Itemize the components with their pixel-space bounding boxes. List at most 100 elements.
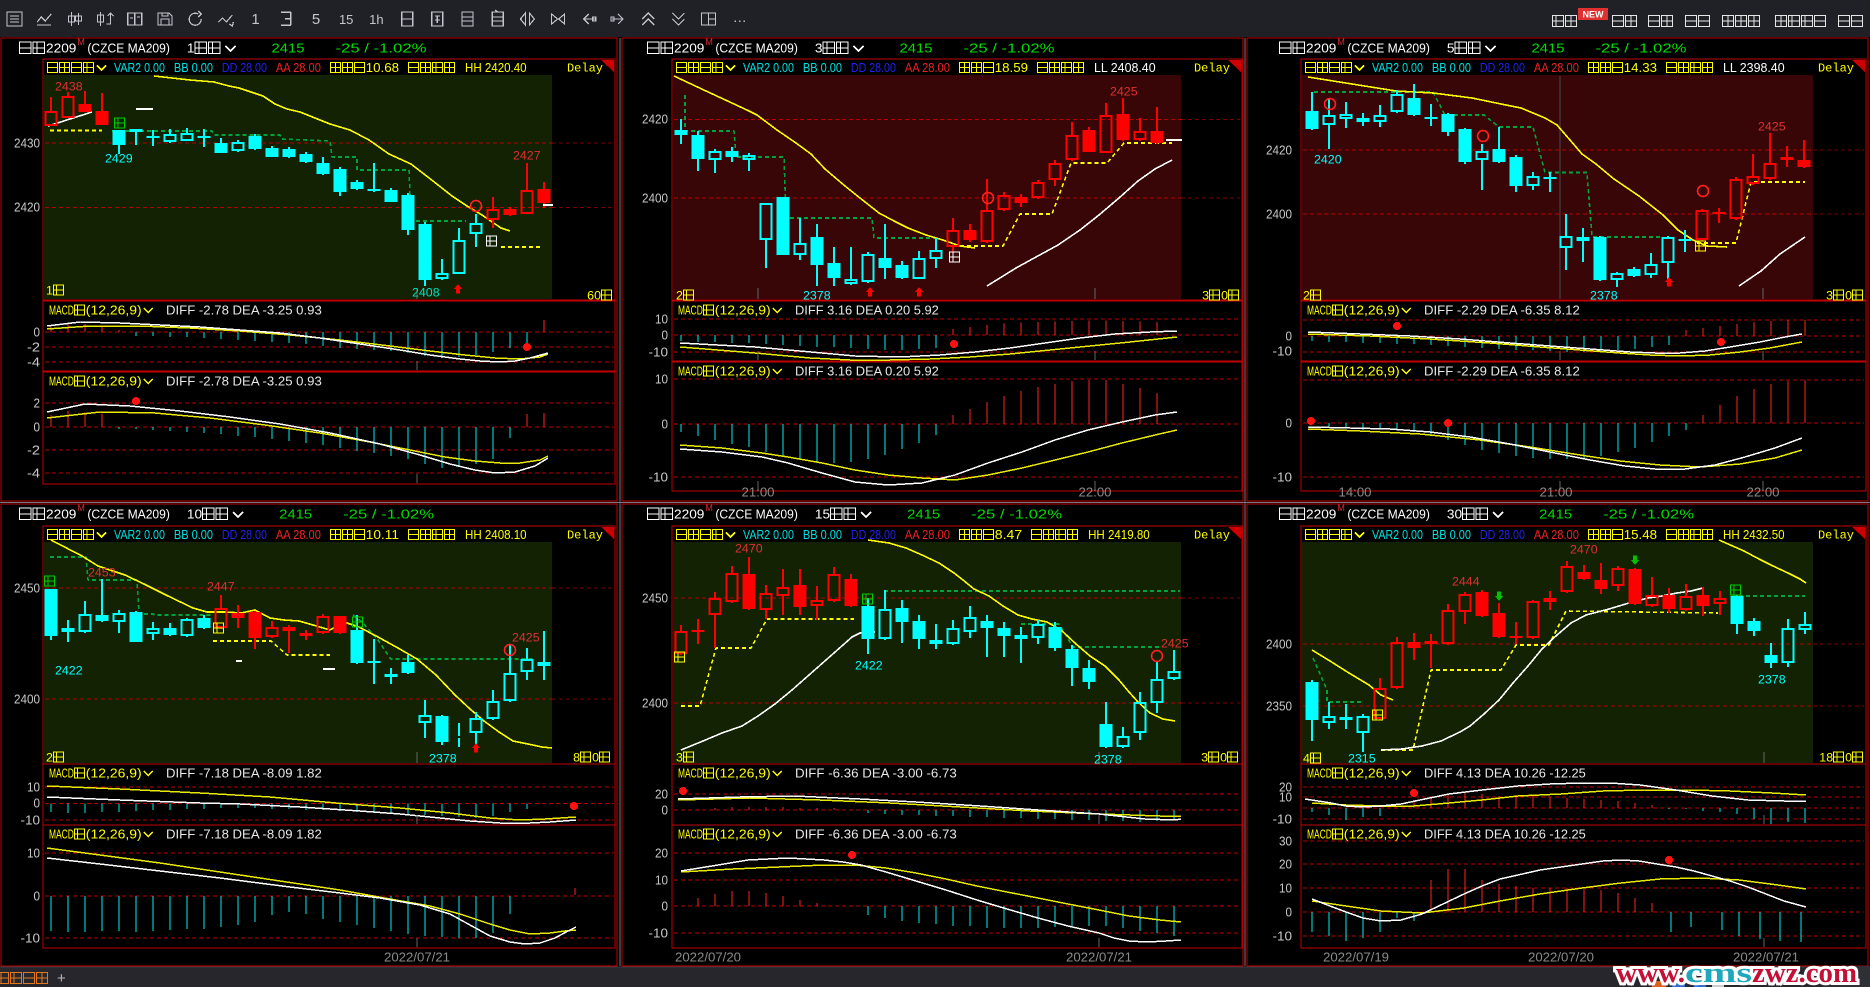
svg-text:2420: 2420 (14, 200, 40, 215)
svg-text:DIFF -7.18 DEA -8.09 1.82: DIFF -7.18 DEA -8.09 1.82 (166, 766, 322, 781)
svg-text:VAR2 0.00: VAR2 0.00 (1372, 527, 1423, 542)
svg-text:2209: 2209 (46, 41, 76, 56)
svg-text:(CZCE MA209): (CZCE MA209) (87, 507, 169, 522)
svg-text:4: 4 (1303, 751, 1310, 765)
svg-text:-25 / -1.02%: -25 / -1.02% (971, 507, 1063, 522)
svg-text:5: 5 (1447, 41, 1455, 56)
svg-text:1: 1 (187, 41, 195, 56)
svg-text:2: 2 (676, 288, 683, 302)
svg-text:0: 0 (662, 803, 669, 818)
svg-text:-25 / -1.02%: -25 / -1.02% (336, 41, 428, 56)
svg-text:VAR2 0.00: VAR2 0.00 (743, 527, 794, 542)
svg-text:HH 2420.40: HH 2420.40 (465, 60, 527, 75)
svg-text:(12,26,9): (12,26,9) (86, 827, 142, 842)
svg-text:10: 10 (1279, 790, 1292, 805)
svg-text:-25 / -1.02%: -25 / -1.02% (1596, 41, 1688, 56)
svg-text:2450: 2450 (642, 591, 668, 606)
svg-text:(12,26,9): (12,26,9) (86, 303, 142, 318)
svg-text:2450: 2450 (14, 581, 40, 596)
svg-text:BB 0.00: BB 0.00 (174, 527, 213, 542)
svg-text:5: 5 (312, 11, 320, 28)
svg-text:8.47: 8.47 (995, 527, 1022, 542)
svg-text:Delay: Delay (567, 529, 603, 543)
svg-text:-10: -10 (1273, 812, 1293, 827)
svg-text:+: + (57, 970, 66, 987)
svg-text:LL 2408.40: LL 2408.40 (1094, 60, 1156, 75)
svg-text:MACD: MACD (1307, 303, 1332, 318)
svg-text:DIFF 4.13 DEA 10.26 -12.25: DIFF 4.13 DEA 10.26 -12.25 (1424, 766, 1586, 781)
svg-text:2315: 2315 (1348, 751, 1376, 765)
svg-text:14.33: 14.33 (1624, 60, 1657, 75)
svg-text:2209: 2209 (674, 41, 704, 56)
svg-text:AA 28.00: AA 28.00 (905, 60, 950, 75)
svg-text:MACD: MACD (49, 827, 74, 842)
svg-text:-10: -10 (1273, 470, 1293, 485)
svg-text:(CZCE MA209): (CZCE MA209) (1347, 507, 1430, 522)
svg-text:(12,26,9): (12,26,9) (1344, 827, 1400, 842)
svg-text:2400: 2400 (1266, 207, 1292, 222)
svg-text:DIFF -2.78 DEA -3.25 0.93: DIFF -2.78 DEA -3.25 0.93 (166, 303, 322, 318)
svg-text:20: 20 (1279, 780, 1292, 795)
svg-text:2415: 2415 (279, 507, 312, 522)
svg-text:HH 2419.80: HH 2419.80 (1088, 527, 1150, 542)
svg-text:3: 3 (815, 41, 823, 56)
svg-text:…: … (733, 9, 747, 25)
svg-text:10: 10 (27, 846, 40, 861)
svg-text:2422: 2422 (855, 658, 883, 672)
svg-text:2447: 2447 (207, 579, 235, 593)
svg-text:2415: 2415 (1539, 507, 1572, 522)
svg-text:0: 0 (592, 750, 599, 764)
svg-text:-4: -4 (27, 466, 40, 481)
svg-text:BB 0.00: BB 0.00 (803, 60, 842, 75)
svg-text:DD 28.00: DD 28.00 (851, 527, 896, 542)
svg-text:2022/07/19: 2022/07/19 (1323, 950, 1389, 965)
svg-text:3: 3 (1202, 288, 1209, 302)
svg-text:VAR2 0.00: VAR2 0.00 (743, 60, 794, 75)
svg-text:2209: 2209 (674, 507, 704, 522)
svg-text:-10: -10 (649, 345, 669, 360)
svg-text:2425: 2425 (1161, 636, 1189, 650)
svg-text:BB 0.00: BB 0.00 (174, 60, 213, 75)
svg-text:2420: 2420 (1266, 143, 1292, 158)
svg-text:AA 28.00: AA 28.00 (1534, 527, 1579, 542)
svg-text:M: M (705, 37, 713, 47)
svg-text:Delay: Delay (567, 62, 603, 76)
svg-text:2: 2 (46, 750, 53, 764)
svg-text:0: 0 (1286, 905, 1293, 920)
svg-text:-10: -10 (649, 470, 669, 485)
svg-text:10: 10 (27, 780, 40, 795)
svg-text:2209: 2209 (1306, 507, 1336, 522)
svg-text:-25 / -1.02%: -25 / -1.02% (343, 507, 435, 522)
svg-text:M: M (1337, 503, 1345, 513)
svg-text:DIFF 3.16 DEA 0.20 5.92: DIFF 3.16 DEA 0.20 5.92 (795, 364, 939, 379)
svg-text:2: 2 (34, 396, 41, 411)
svg-text:2022/07/21: 2022/07/21 (1066, 950, 1132, 965)
svg-text:BB 0.00: BB 0.00 (803, 527, 842, 542)
svg-text:0: 0 (34, 796, 41, 811)
svg-text:DIFF -7.18 DEA -8.09 1.82: DIFF -7.18 DEA -8.09 1.82 (166, 827, 322, 842)
svg-text:Delay: Delay (1818, 529, 1854, 543)
svg-text:2470: 2470 (1570, 542, 1598, 556)
svg-text:15.48: 15.48 (1624, 527, 1657, 542)
svg-text:3: 3 (676, 750, 683, 764)
svg-text:2415: 2415 (900, 41, 933, 56)
svg-text:15: 15 (815, 507, 830, 522)
svg-text:2453: 2453 (88, 565, 116, 579)
svg-text:2378: 2378 (803, 288, 831, 302)
svg-text:2470: 2470 (735, 541, 763, 555)
svg-text:-10: -10 (21, 931, 41, 946)
svg-text:2022/07/20: 2022/07/20 (675, 950, 741, 965)
svg-text:AA 28.00: AA 28.00 (1534, 60, 1579, 75)
svg-text:10: 10 (1279, 881, 1292, 896)
svg-text:2400: 2400 (14, 692, 40, 707)
svg-text:1h: 1h (369, 12, 383, 27)
svg-text:2408: 2408 (412, 285, 440, 299)
svg-text:-25 / -1.02%: -25 / -1.02% (964, 41, 1056, 56)
svg-text:2425: 2425 (1110, 84, 1138, 98)
svg-text:MACD: MACD (678, 364, 703, 379)
svg-text:-2: -2 (27, 443, 40, 458)
svg-text:2378: 2378 (1590, 288, 1618, 302)
svg-text:22:00: 22:00 (1079, 485, 1112, 500)
svg-text:3: 3 (1201, 750, 1208, 764)
svg-text:2378: 2378 (1094, 752, 1122, 766)
